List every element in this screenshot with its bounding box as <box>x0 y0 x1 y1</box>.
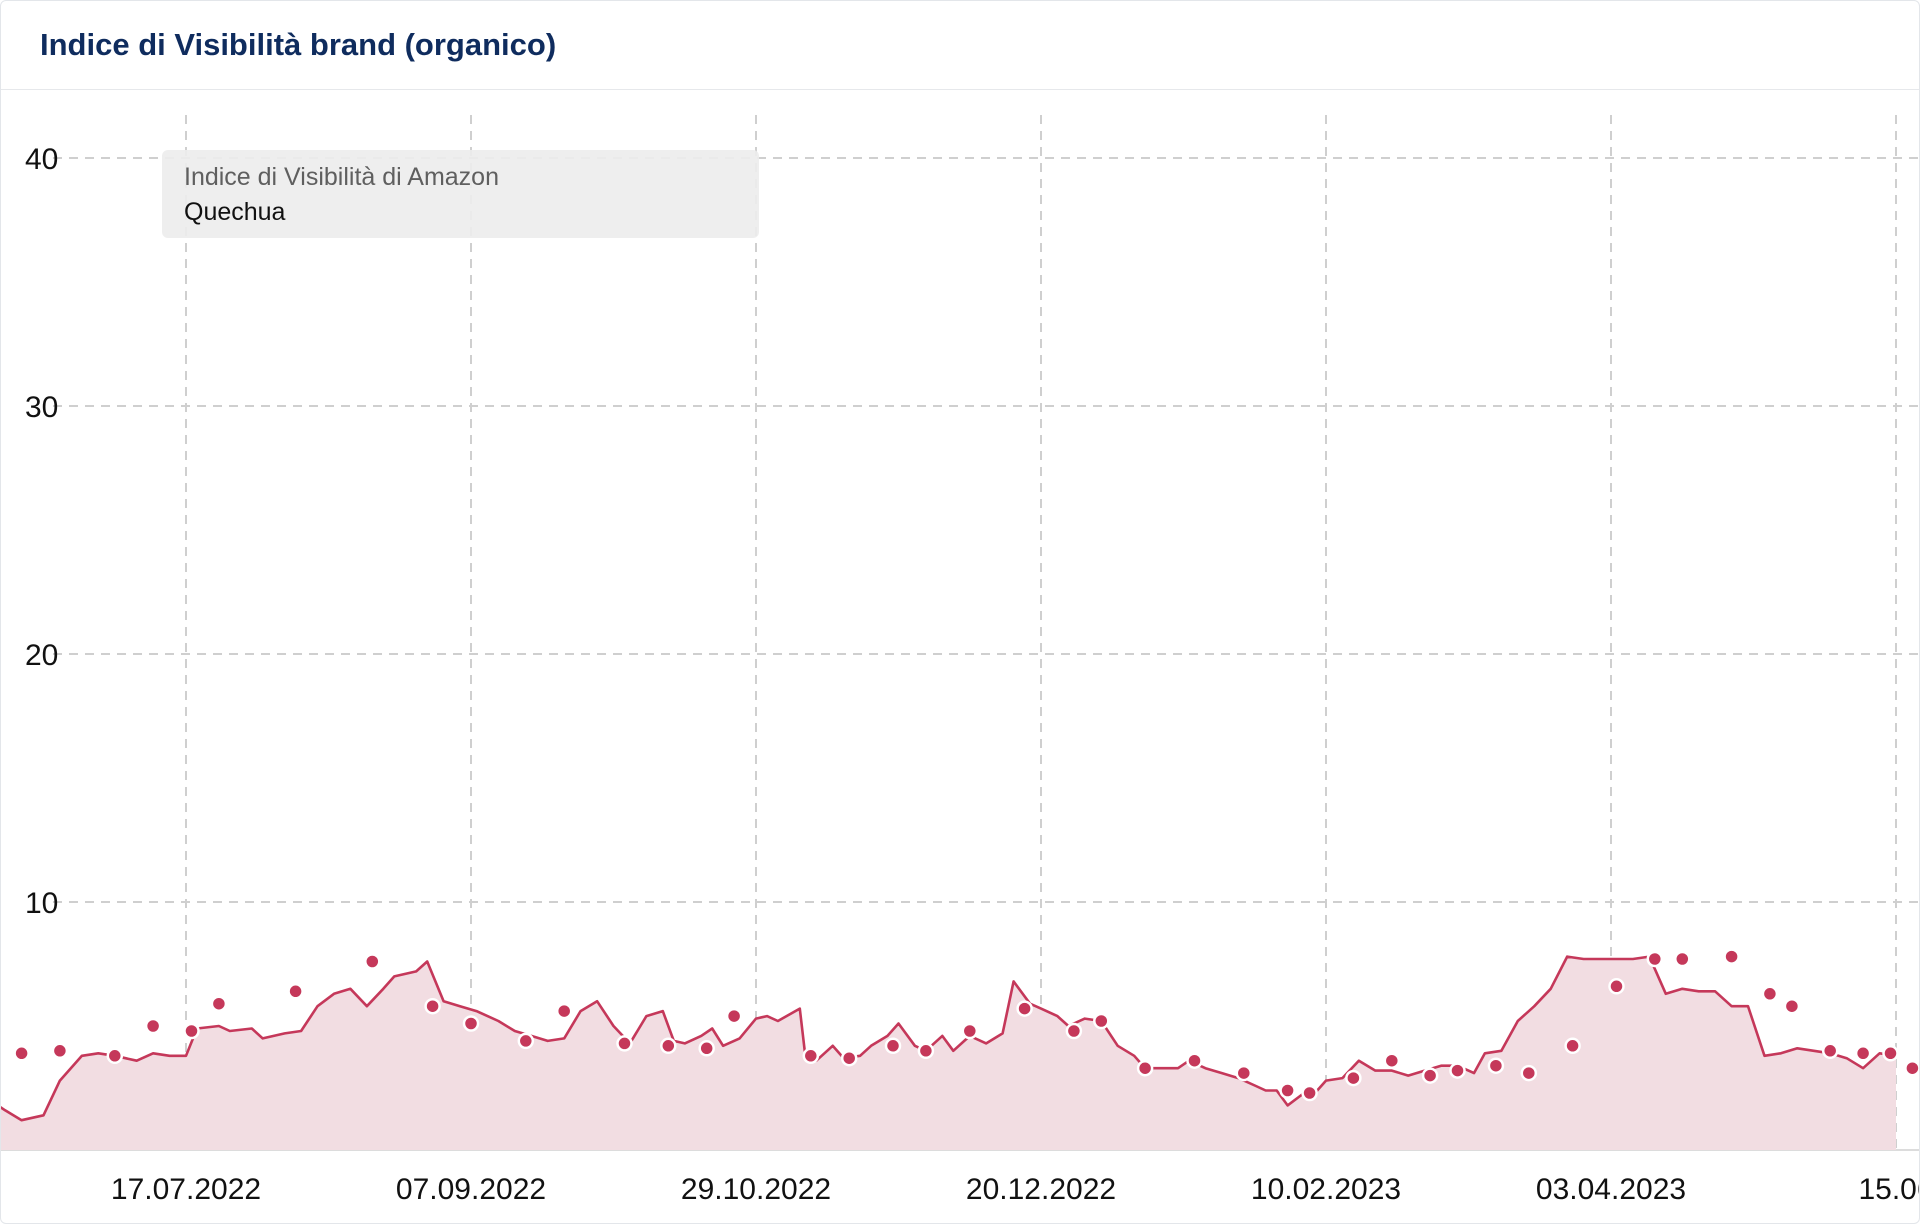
data-point <box>1723 948 1740 965</box>
data-point <box>364 953 381 970</box>
panel-title: Indice di Visibilità brand (organico) <box>40 27 557 62</box>
data-point <box>1674 950 1691 968</box>
panel-header: Indice di Visibilità brand (organico) <box>1 1 1919 90</box>
data-point <box>802 1047 820 1065</box>
x-tick-label: 03.04.2023 <box>1536 1173 1686 1206</box>
series-markers <box>13 948 1919 1102</box>
x-tick-label: 17.07.2022 <box>111 1173 261 1206</box>
data-point <box>1136 1059 1154 1077</box>
data-point <box>51 1042 69 1060</box>
data-point <box>1093 1012 1110 1030</box>
data-point <box>106 1047 124 1065</box>
data-point <box>462 1015 480 1032</box>
data-point <box>917 1042 935 1060</box>
data-point <box>1301 1084 1318 1102</box>
series-tooltip: Indice di Visibilità di Amazon Quechua <box>162 150 759 238</box>
x-tick-label: 15.06 <box>1858 1173 1919 1206</box>
data-point <box>517 1032 535 1050</box>
data-point <box>1279 1082 1296 1099</box>
y-tick-label: 40 <box>25 143 58 176</box>
data-point <box>840 1049 858 1067</box>
data-point <box>1783 997 1801 1015</box>
x-tick-label: 29.10.2022 <box>681 1173 831 1206</box>
data-point <box>1882 1045 1899 1062</box>
data-point <box>1520 1064 1538 1082</box>
data-point <box>1235 1064 1253 1082</box>
data-point <box>210 995 228 1012</box>
data-point <box>1421 1067 1439 1084</box>
data-point <box>424 997 441 1015</box>
data-point <box>1854 1045 1872 1062</box>
data-point <box>13 1045 30 1062</box>
data-point <box>1608 978 1625 995</box>
data-point <box>1186 1052 1203 1069</box>
data-point <box>660 1037 677 1055</box>
data-point <box>1449 1062 1466 1079</box>
data-point <box>698 1040 715 1057</box>
x-tick-label: 10.02.2023 <box>1251 1173 1401 1206</box>
series-area <box>1 956 1896 1150</box>
y-tick-label: 20 <box>25 639 58 672</box>
data-point <box>1646 950 1664 968</box>
data-point <box>1821 1042 1839 1060</box>
x-axis-ticks: 17.07.2022 07.09.2022 29.10.2022 20.12.2022… <box>111 1173 1919 1206</box>
data-point <box>183 1022 200 1040</box>
tooltip-title: Indice di Visibilità di Amazon <box>184 163 499 191</box>
data-point <box>1065 1022 1083 1040</box>
x-tick-label: 07.09.2022 <box>396 1173 546 1206</box>
data-point <box>884 1037 902 1055</box>
data-point <box>1487 1057 1505 1074</box>
data-point <box>961 1022 979 1040</box>
data-point <box>1761 985 1779 1003</box>
y-tick-label: 10 <box>25 887 58 920</box>
data-point <box>1564 1037 1581 1055</box>
x-tick-label: 20.12.2022 <box>966 1173 1116 1206</box>
data-point <box>1383 1052 1401 1069</box>
tooltip-series-name: Quechua <box>184 198 286 226</box>
data-point <box>287 983 304 1000</box>
series-area-fill <box>1 956 1896 1150</box>
data-point <box>144 1017 162 1035</box>
y-tick-label: 30 <box>25 391 58 424</box>
data-point <box>555 1002 573 1020</box>
data-point <box>1016 1000 1033 1017</box>
data-point <box>616 1035 633 1052</box>
data-point <box>1345 1069 1362 1087</box>
y-axis-ticks: 10 20 30 40 <box>25 143 58 920</box>
data-point <box>725 1007 743 1025</box>
data-point <box>1904 1059 1919 1077</box>
